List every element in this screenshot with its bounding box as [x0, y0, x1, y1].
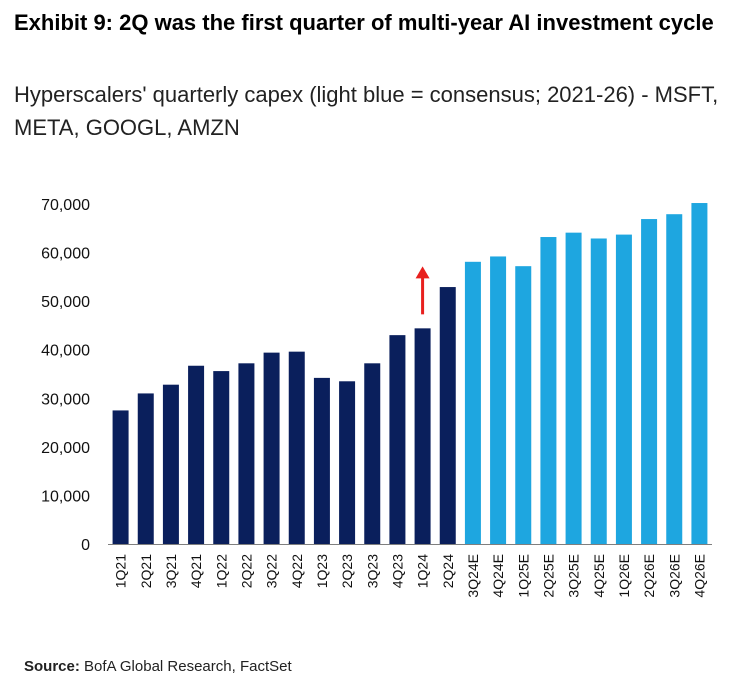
bar-1q23 — [313, 377, 330, 544]
bar-1q25e — [515, 266, 532, 544]
x-tick-label: 1Q23 — [314, 554, 330, 588]
bar-2q26e — [641, 219, 658, 545]
bar-4q26e — [691, 203, 708, 544]
x-tick-label: 3Q21 — [163, 554, 179, 588]
bar-3q25e — [565, 232, 582, 544]
x-tick-label: 4Q24E — [490, 554, 506, 598]
bar-3q21 — [162, 384, 179, 544]
bar-2q24 — [439, 287, 456, 544]
x-tick-label: 3Q23 — [364, 554, 380, 588]
x-tick-label: 2Q21 — [138, 554, 154, 588]
x-tick-label: 1Q22 — [213, 554, 229, 588]
bar-2q22 — [238, 363, 255, 544]
bar-4q23 — [389, 335, 406, 544]
x-tick-label: 2Q26E — [641, 554, 657, 598]
bar-1q26e — [615, 234, 632, 544]
bar-3q26e — [666, 214, 683, 544]
x-tick-label: 3Q26E — [666, 554, 682, 598]
bar-4q24e — [490, 256, 507, 544]
chart-title: Exhibit 9: 2Q was the first quarter of m… — [14, 10, 714, 35]
x-tick-label: 2Q25E — [540, 554, 556, 598]
bar-3q23 — [364, 363, 381, 544]
source-label: Source: — [24, 658, 80, 675]
y-tick-label: 50,000 — [41, 294, 90, 311]
y-tick-label: 60,000 — [41, 246, 90, 263]
source-note: Source: BofA Global Research, FactSet — [24, 658, 292, 675]
x-tick-label: 2Q22 — [238, 554, 254, 588]
arrow-up-icon — [415, 266, 430, 279]
x-tick-label: 4Q21 — [188, 554, 204, 588]
x-tick-label: 4Q23 — [389, 554, 405, 588]
x-tick-label: 4Q25E — [591, 554, 607, 598]
y-tick-label: 30,000 — [41, 391, 90, 408]
x-tick-label: 1Q21 — [113, 554, 129, 588]
bar-4q25e — [590, 238, 607, 544]
x-tick-label: 2Q24 — [440, 554, 456, 588]
bar-1q21 — [112, 410, 129, 544]
y-tick-label: 10,000 — [41, 488, 90, 505]
y-tick-label: 40,000 — [41, 343, 90, 360]
bar-4q22 — [288, 351, 305, 544]
bar-2q23 — [339, 381, 356, 544]
bar-2q25e — [540, 237, 557, 544]
bar-1q24 — [414, 328, 431, 544]
x-tick-label: 3Q24E — [465, 554, 481, 598]
y-tick-label: 0 — [81, 537, 90, 554]
bar-1q22 — [213, 371, 230, 544]
x-tick-label: 2Q23 — [339, 554, 355, 588]
y-tick-label: 20,000 — [41, 440, 90, 457]
bar-3q24e — [464, 261, 481, 544]
x-tick-label: 3Q25E — [566, 554, 582, 598]
capex-bar-chart: 0 10,000 20,000 30,000 40,000 50,000 60,000 70,… — [41, 197, 712, 598]
x-tick-label: 1Q26E — [616, 554, 632, 598]
chart-subtitle: Hyperscalers' quarterly capex (light blu… — [14, 82, 719, 140]
x-tick-label: 4Q26E — [691, 554, 707, 598]
y-tick-label: 70,000 — [41, 197, 90, 214]
x-tick-label: 1Q25E — [515, 554, 531, 598]
bar-4q21 — [188, 365, 205, 544]
bar-2q21 — [137, 393, 154, 544]
x-tick-label: 1Q24 — [415, 554, 431, 588]
bar-3q22 — [263, 352, 280, 544]
x-tick-label: 4Q22 — [289, 554, 305, 588]
source-text: BofA Global Research, FactSet — [79, 658, 292, 675]
x-tick-label: 3Q22 — [264, 554, 280, 588]
